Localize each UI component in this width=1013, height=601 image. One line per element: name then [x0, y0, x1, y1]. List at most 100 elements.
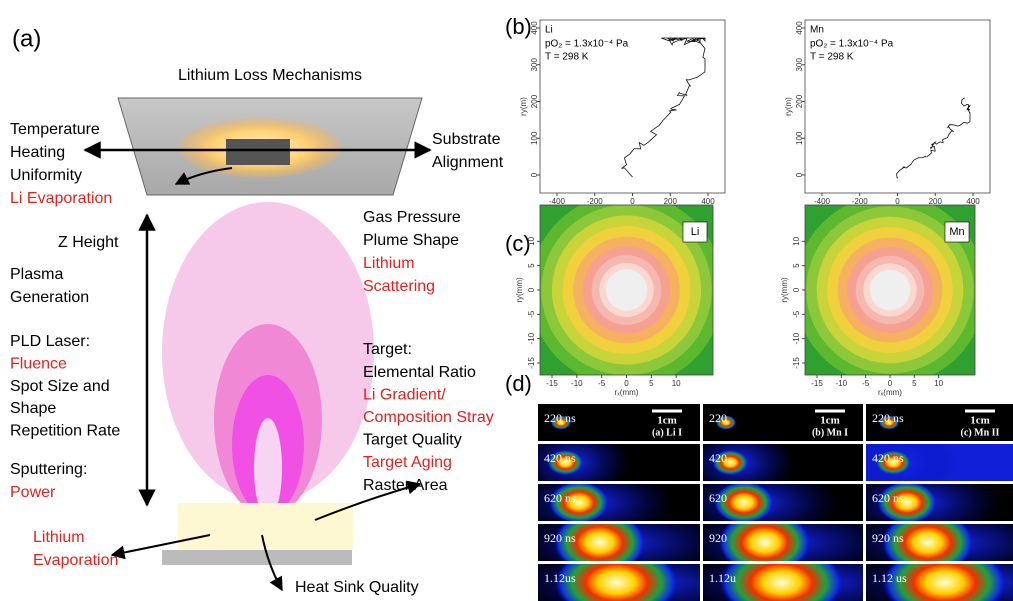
y-tick-label: 10 — [792, 236, 801, 245]
annotation: Repetition Rate — [10, 422, 120, 439]
annotation: Z Height — [58, 234, 119, 251]
time-label: 420 ns — [872, 451, 904, 465]
time-label: 220 ns — [872, 411, 904, 425]
time-label: 1.12u — [709, 571, 736, 585]
annotation: Spot Size and — [10, 378, 110, 395]
annotation: Scattering — [363, 278, 435, 295]
annotation: Raster Area — [363, 477, 448, 494]
y-tick-label: 100 — [530, 131, 539, 145]
y-axis-label: ry(mm) — [515, 277, 524, 303]
time-label: 920 ns — [872, 531, 904, 545]
annotation: Composition Stray — [363, 409, 494, 426]
time-label: 1.12us — [544, 571, 576, 585]
contour-center — [870, 270, 911, 311]
annotation: Power — [10, 484, 56, 501]
y-axis-label: ry(m) — [519, 97, 528, 116]
x-tick-label: -10 — [571, 379, 583, 388]
time-label: 420 — [709, 451, 727, 465]
annotation: Uniformity — [10, 167, 82, 184]
annotation: Generation — [10, 289, 89, 306]
x-axis-label: rₓ(mm) — [615, 388, 639, 397]
plot-label: T = 298 K — [545, 52, 589, 63]
time-label: 920 ns — [544, 531, 576, 545]
time-label: 220 — [709, 411, 727, 425]
y-tick-label: 400 — [795, 21, 804, 35]
trajectory — [622, 38, 706, 177]
time-label: 420 ns — [544, 451, 576, 465]
scale-label: 1cm — [657, 415, 677, 427]
y-tick-label: 400 — [530, 21, 539, 35]
scale-label: 1cm — [820, 415, 840, 427]
x-tick-label: 0 — [624, 379, 629, 388]
annotation: Gas Pressure — [363, 209, 461, 226]
y-tick-label: 0 — [527, 287, 536, 292]
trajectory — [897, 98, 970, 178]
annotation: Fluence — [10, 356, 67, 373]
time-label: 920 — [709, 531, 727, 545]
y-tick-label: 300 — [795, 58, 804, 72]
time-label: 620 — [709, 491, 727, 505]
y-axis-label: ry(mm) — [780, 277, 789, 303]
y-tick-label: 0 — [792, 287, 801, 292]
y-tick-label: -15 — [527, 357, 536, 369]
annotation: Li Gradient/ — [363, 386, 446, 403]
annotation: Heating — [10, 144, 65, 161]
plot-label: pO₂ = 1.3x10⁻⁴ Pa — [810, 39, 894, 50]
x-tick-label: -15 — [546, 379, 558, 388]
annotation: Temperature — [10, 121, 100, 138]
annotation: Li Evaporation — [10, 190, 112, 207]
panel-label: (d) — [505, 371, 532, 396]
x-tick-label: 5 — [649, 379, 654, 388]
plot-label: Li — [691, 226, 700, 238]
x-tick-label: 5 — [912, 379, 917, 388]
y-tick-label: -10 — [527, 332, 536, 344]
panel-label: (b) — [505, 14, 532, 39]
x-tick-label: -10 — [836, 379, 848, 388]
annotation: Plasma — [10, 266, 63, 283]
x-tick-label: -5 — [862, 379, 870, 388]
y-tick-label: 300 — [530, 58, 539, 72]
contour-center — [606, 269, 648, 311]
scale-label: 1cm — [970, 415, 990, 427]
plot-label: T = 298 K — [810, 52, 854, 63]
y-tick-label: 200 — [530, 94, 539, 108]
annotation: Target Aging — [363, 454, 452, 471]
column-title: (c) Mn II — [961, 427, 1000, 438]
annotation: Evaporation — [33, 552, 118, 569]
x-tick-label: -15 — [811, 379, 823, 388]
x-axis-label: rₓ(mm) — [878, 388, 902, 397]
y-tick-label: -5 — [527, 310, 536, 318]
diagram-title: Lithium Loss Mechanisms — [178, 67, 362, 84]
annotation: Shape — [10, 400, 56, 417]
annotation: Sputtering: — [10, 461, 87, 478]
plot-label: Mn — [810, 25, 824, 36]
x-tick-label: 10 — [934, 379, 943, 388]
annotation: Target: — [363, 341, 412, 358]
y-tick-label: 5 — [527, 263, 536, 268]
panel-label: (a) — [12, 25, 41, 52]
column-title: (b) Mn I — [812, 427, 848, 438]
x-tick-label: 0 — [888, 379, 893, 388]
annotation: Heat Sink Quality — [295, 579, 419, 596]
plot-label: Li — [545, 25, 553, 36]
y-tick-label: -10 — [792, 332, 801, 344]
annotation: PLD Laser: — [10, 333, 90, 350]
y-tick-label: 0 — [795, 172, 804, 177]
time-label: 1.12 us — [872, 571, 907, 585]
y-tick-label: 100 — [795, 131, 804, 145]
y-tick-label: -5 — [792, 310, 801, 318]
annotation: Substrate — [432, 131, 501, 148]
y-tick-label: 5 — [792, 263, 801, 268]
y-axis-label: ry(m) — [784, 97, 793, 116]
x-tick-label: -5 — [598, 379, 606, 388]
y-tick-label: 0 — [530, 172, 539, 177]
x-tick-label: 10 — [672, 379, 681, 388]
annotation: Lithium — [363, 255, 415, 272]
y-tick-label: 200 — [795, 94, 804, 108]
plot-label: Mn — [949, 226, 964, 238]
time-label: 620 ns — [872, 491, 904, 505]
annotation: Target Quality — [363, 432, 462, 449]
annotation: Elemental Ratio — [363, 364, 476, 381]
y-tick-label: -15 — [792, 357, 801, 369]
annotation: Plume Shape — [363, 232, 459, 249]
